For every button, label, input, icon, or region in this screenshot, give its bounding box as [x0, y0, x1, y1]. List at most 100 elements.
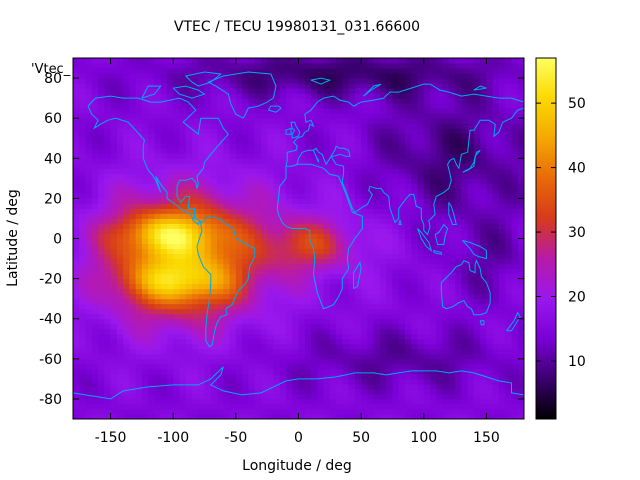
- heat-cell: [348, 78, 356, 84]
- heat-cell: [311, 203, 318, 209]
- heat-cell: [217, 348, 224, 355]
- heat-cell: [135, 273, 143, 280]
- heat-cell: [173, 203, 180, 209]
- heat-cell: [467, 213, 475, 219]
- heat-cell: [104, 68, 112, 74]
- heat-cell: [254, 413, 262, 419]
- heat-cell: [116, 353, 124, 360]
- heat-cell: [204, 113, 212, 119]
- heat-cell: [461, 98, 469, 104]
- heat-cell: [398, 123, 406, 129]
- heat-cell: [173, 283, 180, 290]
- heat-cell: [354, 293, 362, 300]
- heat-cell: [98, 133, 105, 139]
- heat-cell: [73, 173, 80, 179]
- heat-cell: [179, 93, 187, 99]
- heat-cell: [492, 338, 500, 345]
- heat-cell: [160, 78, 168, 84]
- heat-cell: [254, 183, 262, 189]
- heat-cell: [354, 208, 362, 214]
- heat-cell: [423, 73, 431, 79]
- heat-cell: [329, 158, 337, 164]
- heat-cell: [123, 143, 130, 149]
- heat-cell: [210, 333, 218, 340]
- heat-cell: [279, 328, 287, 335]
- heat-cell: [198, 243, 206, 250]
- heat-cell: [392, 148, 400, 154]
- heat-cell: [304, 253, 312, 260]
- heat-cell: [110, 138, 118, 144]
- heat-cell: [498, 198, 506, 204]
- heat-cell: [166, 108, 174, 114]
- heat-cell: [361, 403, 368, 410]
- heat-cell: [210, 93, 218, 99]
- heat-cell: [154, 263, 162, 270]
- heat-cell: [179, 293, 187, 300]
- heat-cell: [398, 173, 406, 179]
- heat-cell: [317, 278, 325, 285]
- heat-cell: [242, 218, 249, 224]
- heat-cell: [467, 378, 475, 385]
- heat-cell: [160, 268, 168, 275]
- heat-cell: [123, 193, 130, 199]
- heat-cell: [417, 188, 425, 194]
- heat-cell: [367, 68, 375, 74]
- heat-cell: [480, 173, 487, 179]
- heat-cell: [392, 368, 400, 375]
- heat-cell: [279, 338, 287, 345]
- heat-cell: [248, 183, 256, 189]
- heat-cell: [311, 408, 318, 415]
- heat-cell: [217, 228, 224, 234]
- heat-cell: [279, 368, 287, 375]
- heat-cell: [480, 263, 487, 270]
- heat-cell: [373, 288, 381, 295]
- heat-cell: [354, 108, 362, 114]
- heat-cell: [392, 293, 400, 300]
- heat-cell: [480, 363, 487, 370]
- heat-cell: [486, 148, 494, 154]
- heat-cell: [417, 248, 425, 255]
- heat-cell: [430, 218, 437, 224]
- heat-cell: [367, 253, 375, 260]
- heat-cell: [480, 268, 487, 275]
- heat-cell: [442, 363, 450, 370]
- heat-cell: [123, 388, 130, 395]
- heat-cell: [198, 123, 206, 129]
- heat-cell: [192, 173, 199, 179]
- heat-cell: [417, 378, 425, 385]
- heat-cell: [448, 148, 456, 154]
- heat-cell: [91, 203, 99, 209]
- heat-cell: [417, 238, 425, 245]
- heat-cell: [141, 188, 149, 194]
- heat-cell: [279, 353, 287, 360]
- heat-cell: [411, 93, 419, 99]
- heat-cell: [166, 213, 174, 219]
- heat-cell: [248, 203, 256, 209]
- heat-cell: [173, 413, 180, 419]
- heat-cell: [91, 118, 99, 124]
- heat-cell: [173, 123, 180, 129]
- heat-cell: [179, 343, 187, 350]
- heat-cell: [423, 123, 431, 129]
- heat-cell: [423, 133, 431, 139]
- heat-cell: [192, 138, 199, 144]
- heat-cell: [223, 188, 231, 194]
- heat-cell: [285, 113, 293, 119]
- heat-cell: [254, 73, 262, 79]
- heat-cell: [179, 373, 187, 380]
- heat-cell: [480, 138, 487, 144]
- heat-cell: [160, 233, 168, 239]
- heat-cell: [348, 108, 356, 114]
- heat-cell: [411, 123, 419, 129]
- heat-cell: [242, 403, 249, 410]
- heat-cell: [198, 158, 206, 164]
- heat-cell: [379, 103, 387, 109]
- heat-cell: [185, 383, 193, 390]
- heat-cell: [154, 208, 162, 214]
- heat-cell: [85, 303, 93, 310]
- heat-cell: [455, 263, 462, 270]
- heat-cell: [480, 118, 487, 124]
- heat-cell: [448, 83, 456, 89]
- heat-cell: [298, 103, 306, 109]
- heat-cell: [298, 108, 306, 114]
